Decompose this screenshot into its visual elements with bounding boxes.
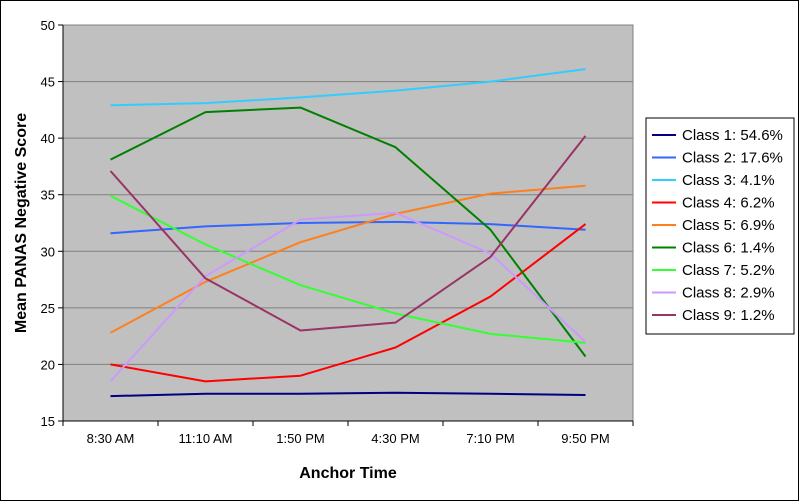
series-line-class-6 [110, 106, 587, 358]
y-tick-label: 25 [41, 301, 55, 316]
series-line-class-3 [110, 68, 586, 107]
legend-label: Class 1: 54.6% [682, 127, 783, 144]
series-line-class-4 [110, 223, 587, 383]
series-layer [109, 68, 587, 398]
x-tick-label: 4:30 PM [371, 431, 419, 446]
x-tick-label: 1:50 PM [276, 431, 324, 446]
y-tick-label: 35 [41, 188, 55, 203]
legend-label: Class 7: 5.2% [682, 262, 775, 279]
legend: Class 1: 54.6% Class 2: 17.6% Class 3: 4.1… [645, 117, 795, 335]
legend-label: Class 6: 1.4% [682, 240, 775, 257]
legend-label: Class 9: 1.2% [682, 307, 775, 324]
legend-label: Class 3: 4.1% [682, 172, 775, 189]
series-line-class-8 [109, 211, 587, 383]
series-line-class-1 [110, 391, 586, 398]
y-axis-title: Mean PANAS Negative Score [13, 113, 30, 333]
x-axis-title: Anchor Time [299, 465, 397, 482]
legend-label: Class 5: 6.9% [682, 217, 775, 234]
x-tick-label: 9:50 PM [561, 431, 609, 446]
y-tick-label: 40 [41, 131, 55, 146]
y-axis-ticks: 15 20 25 30 35 40 45 50 [41, 18, 63, 429]
series-line-class-2 [110, 220, 586, 235]
x-tick-label: 8:30 AM [87, 431, 135, 446]
y-tick-label: 45 [41, 75, 55, 90]
series-line-class-9 [109, 135, 587, 332]
legend-label: Class 2: 17.6% [682, 150, 783, 167]
x-axis-ticks: 8:30 AM 11:10 AM 1:50 PM 4:30 PM 7:10 PM 9:50… [62, 421, 634, 446]
legend-label: Class 4: 6.2% [682, 195, 775, 212]
y-tick-label: 30 [41, 244, 55, 259]
x-tick-label: 7:10 PM [466, 431, 514, 446]
x-tick-label: 11:10 AM [179, 431, 233, 446]
series-line-class-5 [110, 184, 586, 334]
y-tick-label: 50 [41, 18, 55, 33]
y-tick-label: 20 [41, 357, 55, 372]
legend-label: Class 8: 2.9% [682, 285, 775, 302]
y-tick-label: 15 [41, 414, 55, 429]
series-line-class-7 [110, 194, 586, 344]
